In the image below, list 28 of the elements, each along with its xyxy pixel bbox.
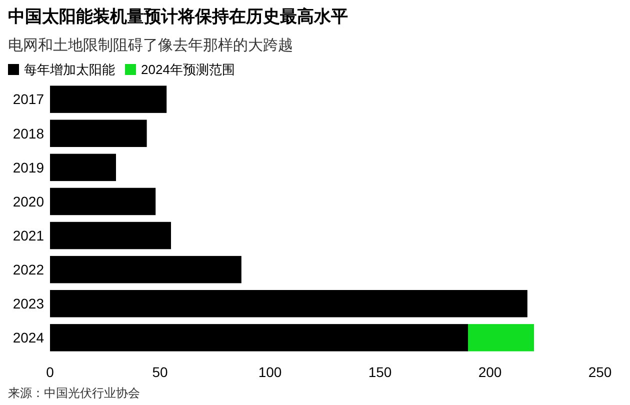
- chart-subtitle: 电网和土地限制阻碍了像去年那样的大跨越: [8, 37, 293, 54]
- bar: [50, 256, 242, 284]
- bar: [50, 290, 528, 318]
- x-tick-label: 200: [478, 364, 502, 380]
- y-tick-label: 2017: [12, 91, 44, 108]
- y-tick-label: 2023: [12, 296, 44, 312]
- y-tick-label: 2022: [12, 261, 44, 278]
- bar: [50, 188, 156, 216]
- y-tick-label: 2020: [12, 193, 44, 210]
- y-tick-label: 2018: [12, 125, 44, 142]
- bar: [50, 86, 167, 113]
- y-tick-label: 2021: [12, 227, 44, 244]
- y-tick-label: 2019: [12, 159, 44, 176]
- x-tick-label: 50: [152, 364, 168, 380]
- x-tick-label: 0: [46, 364, 54, 380]
- legend-label: 2024年预测范围: [141, 62, 235, 77]
- chart-title: 中国太阳能装机量预计将保持在历史最高水平: [8, 7, 348, 26]
- bar: [50, 120, 147, 147]
- legend-label: 每年增加太阳能: [24, 62, 115, 77]
- source-note: 来源：中国光伏行业协会: [8, 386, 140, 400]
- bar: [50, 222, 171, 250]
- x-tick-label: 100: [258, 364, 282, 380]
- x-tick-label: 150: [368, 364, 392, 380]
- bar: [50, 154, 116, 182]
- bar: [468, 324, 534, 352]
- bar: [50, 324, 468, 352]
- x-tick-label: 250: [588, 364, 612, 380]
- y-tick-label: 2024: [12, 330, 44, 346]
